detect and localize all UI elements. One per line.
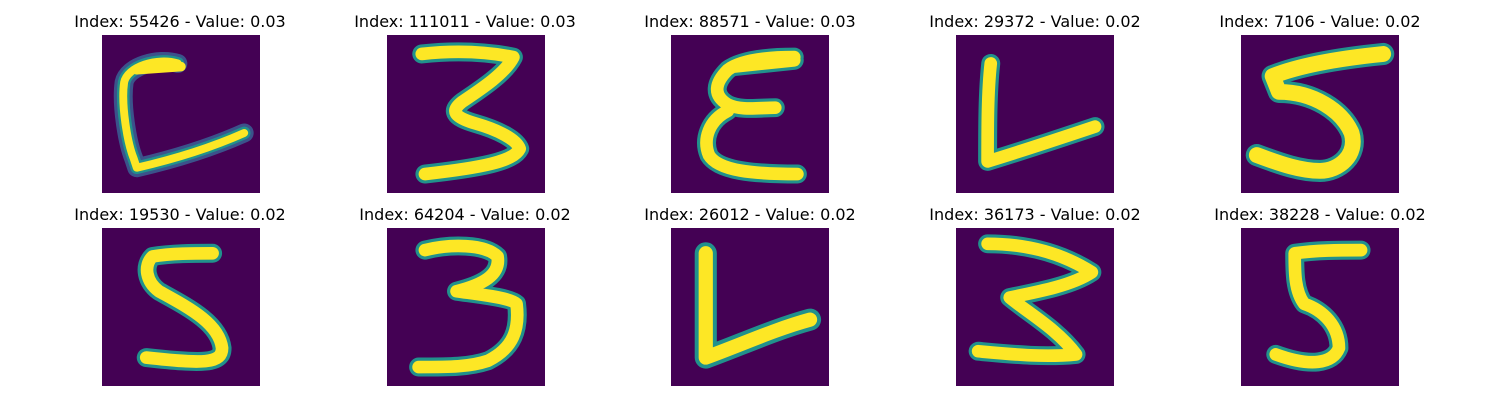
panel-title: Index: 36173 - Value: 0.02 xyxy=(929,205,1141,224)
digit-image xyxy=(956,228,1114,386)
panel-title: Index: 26012 - Value: 0.02 xyxy=(644,205,856,224)
panel-title: Index: 88571 - Value: 0.03 xyxy=(644,12,856,31)
panel-title: Index: 19530 - Value: 0.02 xyxy=(74,205,286,224)
panel-title: Index: 55426 - Value: 0.03 xyxy=(74,12,286,31)
panel-title: Index: 38228 - Value: 0.02 xyxy=(1214,205,1426,224)
panel-title: Index: 64204 - Value: 0.02 xyxy=(359,205,571,224)
digit-image xyxy=(1241,35,1399,193)
digit-image xyxy=(1241,228,1399,386)
panel-title: Index: 29372 - Value: 0.02 xyxy=(929,12,1141,31)
digit-image xyxy=(671,35,829,193)
digit-image xyxy=(102,35,260,193)
digit-image xyxy=(387,228,545,386)
digit-image xyxy=(671,228,829,386)
digit-image xyxy=(956,35,1114,193)
digit-image xyxy=(387,35,545,193)
panel-title: Index: 7106 - Value: 0.02 xyxy=(1219,12,1421,31)
digit-image xyxy=(102,228,260,386)
panel-title: Index: 111011 - Value: 0.03 xyxy=(354,12,576,31)
